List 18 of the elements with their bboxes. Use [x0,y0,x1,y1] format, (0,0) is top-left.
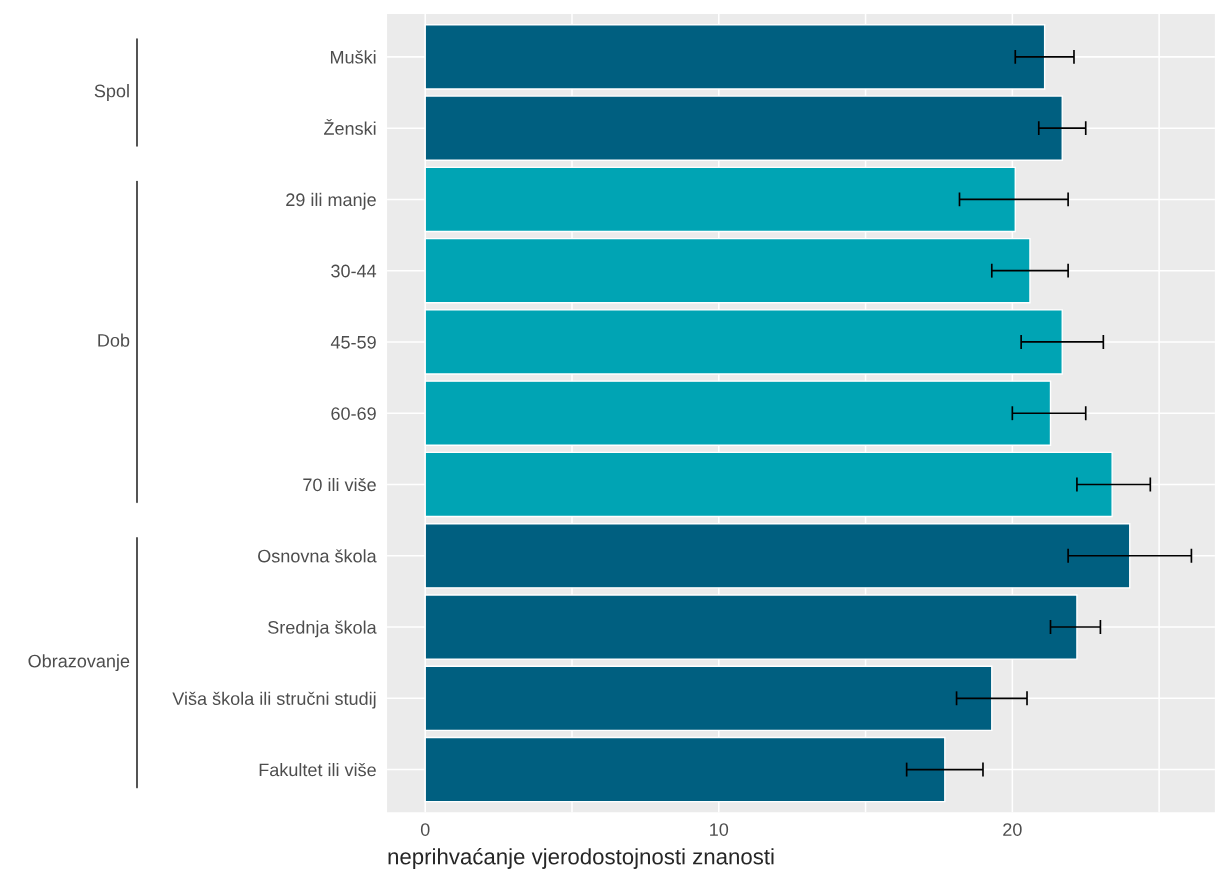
y-tick-label: 45-59 [330,335,376,349]
x-tick-label: 10 [710,823,729,836]
y-tick-label: 60-69 [331,407,376,420]
text: Dob [98,333,130,347]
y-tick-label: 30-44 [331,264,377,278]
y-tick-label: Muški [330,50,376,64]
x-tick-label: 20 [1003,823,1022,836]
text: Obrazovanje [28,654,130,672]
y-tick-label: Viša škola ili stručni studij [172,691,376,709]
y-tick-label: Ženski [324,118,376,135]
y-tick-label: 70 ili više [303,477,376,492]
x-tick-label: 0 [420,823,430,836]
y-tick-label: Fakultet ili više [259,762,376,777]
x-axis-title: neprihvaćanje vjerodostojnosti znanosti [388,847,774,869]
y-tick-label: 29 ili manje [286,192,376,210]
text: Spol [94,84,129,101]
y-tick-label: Osnovna škola [258,549,377,563]
y-tick-label: Srednja škola [268,620,377,638]
